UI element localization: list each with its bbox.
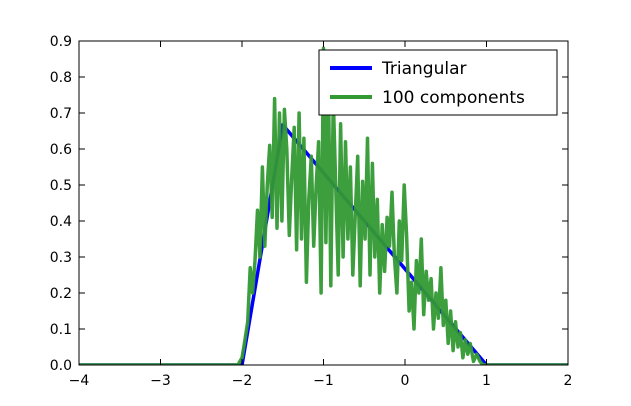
y-tick-label: 0.7 [50,106,72,122]
y-tick-label: 0.2 [50,286,72,302]
y-tick-label: 0.4 [50,214,72,230]
y-tick-label: 0.6 [50,142,72,158]
x-tick-label: −2 [232,373,253,389]
y-tick-label: 0.8 [50,70,72,86]
series-layer [79,46,568,365]
x-tick-label: −1 [313,373,334,389]
y-tick-label: 0.5 [50,178,72,194]
legend: Triangular 100 components [318,49,558,116]
x-tick-label: −4 [69,373,90,389]
y-tick-label: 0.0 [50,358,72,374]
y-tick-label: 0.3 [50,250,72,266]
axis-ticks: −4 −3 −2 −1 0 1 2 0.0 0.1 0.2 0.3 0.4 0.5 0.6 0.7 0.8 0.… [50,34,573,389]
y-tick-label: 0.1 [50,322,72,338]
legend-label-1: 100 components [382,88,525,108]
x-tick-label: 2 [564,373,573,389]
legend-label-0: Triangular [381,59,467,79]
y-tick-label: 0.9 [50,34,72,50]
x-tick-label: 0 [401,373,410,389]
x-tick-label: −3 [150,373,171,389]
legend-box [318,49,558,116]
x-tick-label: 1 [482,373,491,389]
series-line-1 [79,46,568,365]
